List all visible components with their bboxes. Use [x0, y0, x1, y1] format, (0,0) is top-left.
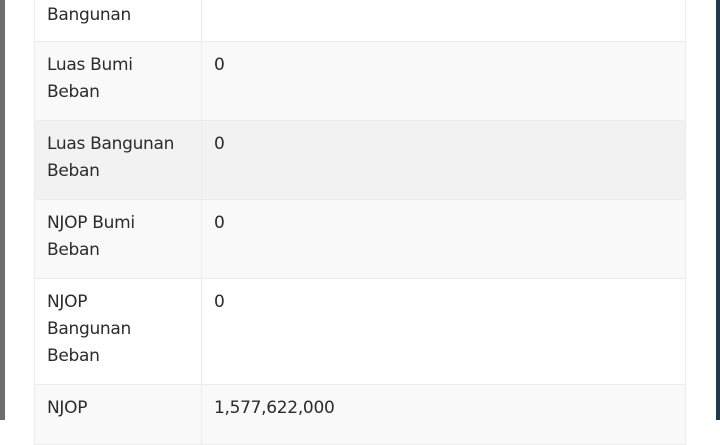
table-row: NJOP Bumi Beban 0: [34, 199, 686, 279]
row-value: 0: [201, 278, 686, 385]
table-row: NJOP 1,577,622,000: [34, 384, 686, 445]
window-right-border: [716, 0, 720, 420]
row-value: 0: [201, 199, 686, 279]
row-label: NJOP: [34, 384, 202, 445]
row-value: 1,577,622,000: [201, 384, 686, 445]
property-details-table: Bangunan Luas Bumi Beban 0 Luas Bangunan…: [34, 0, 686, 445]
table-row: Bangunan: [34, 0, 686, 42]
row-label: Luas Bumi Beban: [34, 41, 202, 121]
window-left-border: [0, 0, 5, 420]
row-label: NJOP Bumi Beban: [34, 199, 202, 279]
row-value: 0: [201, 120, 686, 200]
table-row: NJOP Bangunan Beban 0: [34, 278, 686, 385]
row-label: Luas Bangunan Beban: [34, 120, 202, 200]
row-value: [201, 0, 686, 42]
row-value: 0: [201, 41, 686, 121]
row-label: Bangunan: [34, 0, 202, 42]
table-row: Luas Bumi Beban 0: [34, 41, 686, 121]
row-label: NJOP Bangunan Beban: [34, 278, 202, 385]
table-row: Luas Bangunan Beban 0: [34, 120, 686, 200]
